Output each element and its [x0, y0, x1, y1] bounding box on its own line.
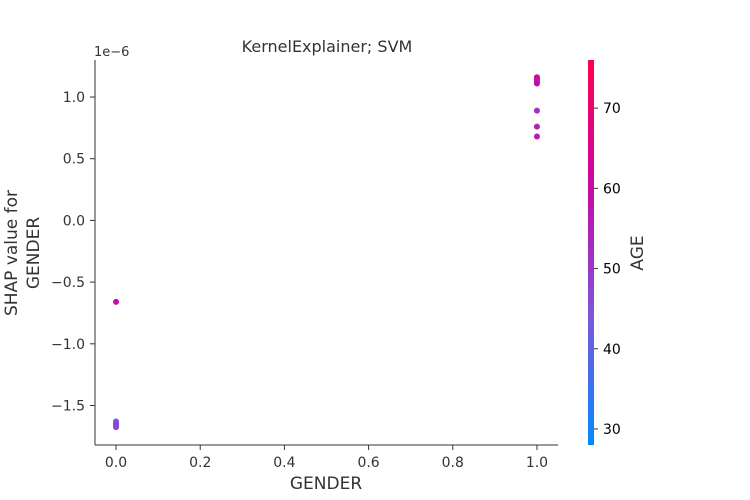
- x-tick-label: 1.0: [526, 455, 548, 471]
- y-tick-label: −1.0: [51, 337, 85, 353]
- y-tick-label: 0.5: [63, 152, 85, 168]
- y-tick-label: −1.5: [51, 399, 85, 415]
- colorbar-tick-label: 30: [603, 422, 621, 438]
- scatter-point: [113, 298, 120, 305]
- scatter-point: [533, 123, 540, 130]
- colorbar-label: AGE: [628, 235, 648, 270]
- scatter-point: [533, 80, 540, 87]
- colorbar-tick-label: 60: [603, 181, 621, 197]
- colorbar-tick-label: 50: [603, 262, 621, 278]
- y-tick-label: −0.5: [51, 275, 85, 291]
- x-tick-label: 0.2: [189, 455, 211, 471]
- x-axis-label: GENDER: [290, 474, 362, 494]
- x-tick-label: 0.8: [442, 455, 464, 471]
- x-tick-label: 0.6: [357, 455, 379, 471]
- colorbar-tick-label: 70: [603, 101, 621, 117]
- x-tick-label: 0.4: [273, 455, 295, 471]
- scatter-point: [533, 107, 540, 114]
- colorbar-ticks: 30 40 50 60 70: [594, 101, 621, 438]
- y-offset-label: 1e−6: [94, 45, 129, 60]
- y-axis-label: SHAP value for GENDER: [2, 190, 44, 316]
- scatter-point: [533, 133, 540, 140]
- colorbar-tick-label: 40: [603, 342, 621, 358]
- y-tick-label: 0.0: [63, 213, 85, 229]
- chart-title: KernelExplainer; SVM: [242, 37, 413, 56]
- scatter-point: [113, 424, 120, 431]
- x-ticks: 0.0 0.2 0.4 0.6 0.8 1.0: [105, 445, 548, 471]
- y-tick-label: 1.0: [63, 90, 85, 106]
- scatter-points: [113, 74, 540, 431]
- y-ticks: −1.5 −1.0 −0.5 0.0 0.5 1.0: [51, 90, 95, 415]
- y-axis-label-line-1: SHAP value for: [2, 190, 22, 316]
- x-tick-label: 0.0: [105, 455, 127, 471]
- y-axis-label-line-2: GENDER: [24, 217, 44, 289]
- colorbar: [588, 60, 594, 445]
